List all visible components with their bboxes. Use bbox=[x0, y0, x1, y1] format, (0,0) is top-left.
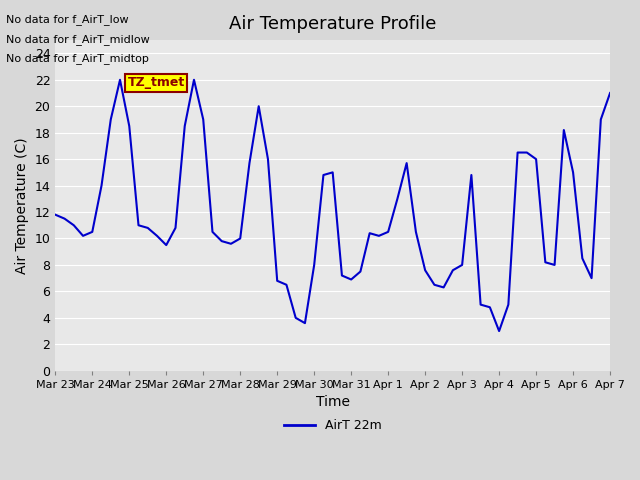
Text: No data for f_AirT_midlow: No data for f_AirT_midlow bbox=[6, 34, 150, 45]
Y-axis label: Air Temperature (C): Air Temperature (C) bbox=[15, 137, 29, 274]
Text: No data for f_AirT_low: No data for f_AirT_low bbox=[6, 14, 129, 25]
Legend: AirT 22m: AirT 22m bbox=[278, 414, 387, 437]
X-axis label: Time: Time bbox=[316, 396, 349, 409]
Title: Air Temperature Profile: Air Temperature Profile bbox=[229, 15, 436, 33]
Text: No data for f_AirT_midtop: No data for f_AirT_midtop bbox=[6, 53, 149, 64]
Text: TZ_tmet: TZ_tmet bbox=[127, 76, 185, 89]
